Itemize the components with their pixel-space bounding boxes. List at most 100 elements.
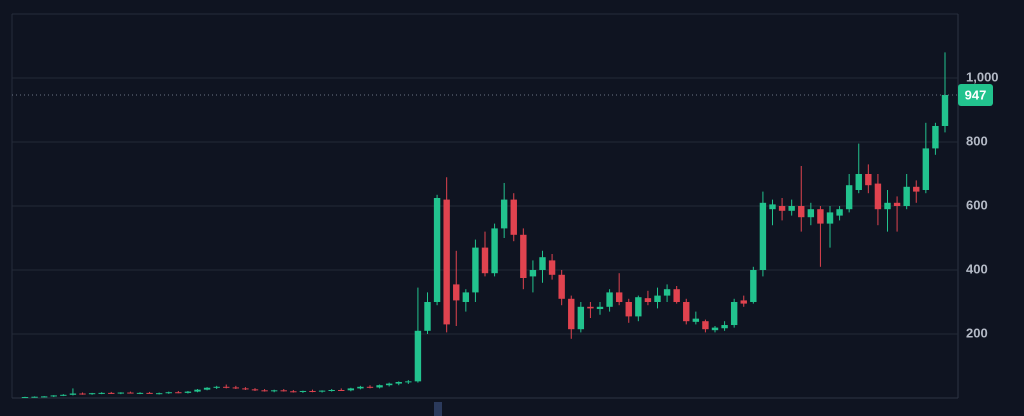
candle-body <box>654 295 661 302</box>
candle-body <box>357 386 364 389</box>
candle-body <box>836 209 843 216</box>
candle-body <box>913 186 920 192</box>
candle-body <box>855 174 862 190</box>
candle-body <box>318 390 326 392</box>
candle-body <box>596 306 604 310</box>
candle-body <box>385 383 393 386</box>
candle-body <box>606 292 613 307</box>
candle-body <box>472 247 479 293</box>
candle-body <box>270 390 278 392</box>
candle-body <box>414 330 422 382</box>
candle-body <box>817 209 824 224</box>
candle-body <box>242 388 249 390</box>
candle-body <box>922 148 930 190</box>
candle-body <box>328 390 335 391</box>
candle-body <box>520 234 527 278</box>
candle-body <box>299 390 307 392</box>
last-price-label: 947 <box>965 87 987 102</box>
candle-body <box>261 390 268 392</box>
candle-body <box>798 206 805 218</box>
candle-body <box>740 300 747 304</box>
candle-body <box>893 202 901 206</box>
candle-body <box>433 198 441 302</box>
candle-body <box>788 206 795 211</box>
candle-body <box>462 292 470 302</box>
candle-body <box>366 386 374 388</box>
candle-body <box>175 392 182 394</box>
candle-body <box>663 289 671 296</box>
candle-body <box>309 390 316 392</box>
y-tick-label: 400 <box>966 261 988 276</box>
y-tick-label: 600 <box>966 197 988 212</box>
candle-body <box>146 392 153 394</box>
candle-body <box>510 199 517 235</box>
candle-body <box>759 202 767 270</box>
candle-body <box>769 204 776 210</box>
candle-body <box>69 393 77 395</box>
candle-body <box>251 389 259 391</box>
candle-body <box>865 174 872 186</box>
candle-body <box>491 228 498 274</box>
candle-body <box>702 321 709 330</box>
candle-body <box>568 298 575 330</box>
candle-body <box>108 392 115 394</box>
candle-body <box>778 206 786 211</box>
last-price-tag <box>958 83 993 106</box>
candle-body <box>721 325 728 329</box>
candle-body <box>529 270 537 277</box>
candle-body <box>155 393 163 395</box>
candle-body <box>903 186 910 206</box>
candle-body <box>376 385 383 388</box>
candle-body <box>673 289 680 302</box>
candle-body <box>40 396 48 398</box>
candle-body <box>932 126 939 149</box>
candle-body <box>127 392 134 394</box>
candle-body <box>117 392 125 394</box>
candle-body <box>290 391 297 393</box>
candle-body <box>79 393 86 395</box>
candle-body <box>405 381 412 383</box>
candle-body <box>453 284 460 301</box>
candle-body <box>136 392 144 394</box>
y-tick-label: 200 <box>966 325 988 340</box>
candle-body <box>807 209 815 218</box>
candle-body <box>941 94 949 126</box>
candle-body <box>587 306 594 309</box>
candle-body <box>31 396 38 398</box>
candle-body <box>424 302 431 331</box>
candle-body <box>481 247 489 274</box>
candle-body <box>395 382 402 384</box>
candle-body <box>232 387 240 389</box>
candle-body <box>194 389 201 392</box>
candle-body <box>730 302 738 326</box>
candle-body <box>577 306 585 330</box>
candle-body <box>539 257 546 270</box>
time-marker <box>434 402 442 416</box>
candle-body <box>213 386 220 388</box>
candle-body <box>280 390 287 392</box>
candle-body <box>184 391 192 393</box>
candle-body <box>21 397 29 399</box>
candle-body <box>98 392 105 394</box>
candle-body <box>347 388 355 391</box>
candle-body <box>500 199 508 229</box>
candle-body <box>625 302 632 317</box>
candle-body <box>711 327 719 331</box>
candle-body <box>443 199 450 325</box>
candle-body <box>644 298 652 302</box>
candle-body <box>750 270 757 302</box>
candle-body <box>548 260 556 275</box>
candle-body <box>203 387 211 390</box>
candle-body <box>635 297 642 317</box>
candle-body <box>558 274 565 299</box>
candle-body <box>874 183 882 210</box>
candle-body <box>683 302 690 322</box>
candle-body <box>165 392 172 394</box>
y-tick-label: 1,000 <box>966 69 999 84</box>
candle-body <box>615 292 623 302</box>
y-tick-label: 800 <box>966 133 988 148</box>
candle-body <box>826 212 834 224</box>
candle-body <box>88 393 96 395</box>
candle-body <box>692 318 700 322</box>
candle-body <box>845 185 853 210</box>
